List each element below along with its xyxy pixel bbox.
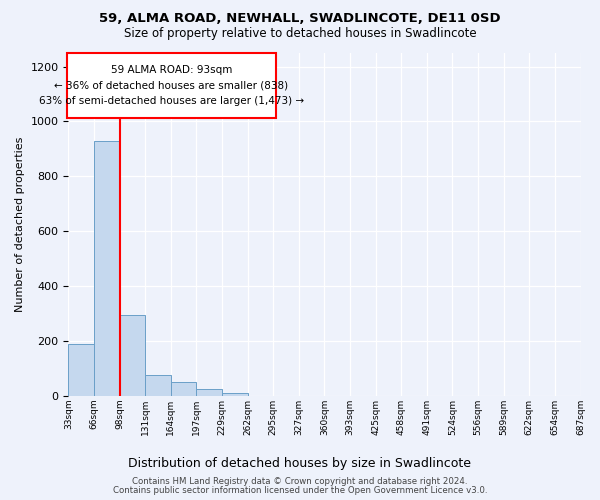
Text: Distribution of detached houses by size in Swadlincote: Distribution of detached houses by size … [128, 458, 472, 470]
Text: Contains public sector information licensed under the Open Government Licence v3: Contains public sector information licen… [113, 486, 487, 495]
Bar [145, 376, 171, 396]
FancyBboxPatch shape [67, 52, 276, 118]
Bar [196, 389, 222, 396]
Y-axis label: Number of detached properties: Number of detached properties [15, 136, 25, 312]
Bar [94, 140, 119, 396]
Bar [68, 344, 94, 396]
Bar [222, 393, 248, 396]
Bar [171, 382, 196, 396]
Bar [119, 315, 145, 396]
Text: Contains HM Land Registry data © Crown copyright and database right 2024.: Contains HM Land Registry data © Crown c… [132, 477, 468, 486]
Text: 59 ALMA ROAD: 93sqm
← 36% of detached houses are smaller (838)
63% of semi-detac: 59 ALMA ROAD: 93sqm ← 36% of detached ho… [39, 64, 304, 106]
Text: Size of property relative to detached houses in Swadlincote: Size of property relative to detached ho… [124, 28, 476, 40]
Text: 59, ALMA ROAD, NEWHALL, SWADLINCOTE, DE11 0SD: 59, ALMA ROAD, NEWHALL, SWADLINCOTE, DE1… [99, 12, 501, 26]
